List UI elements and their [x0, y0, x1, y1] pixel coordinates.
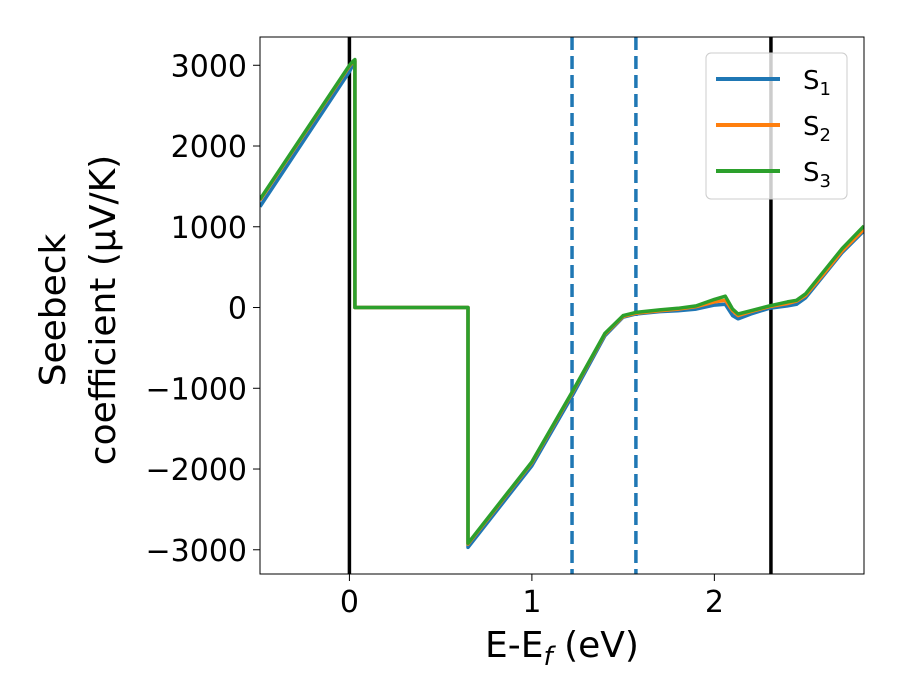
- y-tick-label: 3000: [171, 49, 247, 84]
- legend-label-2: S2: [803, 112, 831, 146]
- y-axis-label-line2: coefficient (μV/K): [83, 155, 124, 465]
- x-tick-label: 1: [522, 585, 541, 620]
- y-tick-label: 2000: [171, 130, 247, 165]
- y-tick-label: −3000: [146, 534, 247, 569]
- y-axis-label: Seebeck coefficient (μV/K): [33, 155, 124, 465]
- legend: S1 S2 S3: [705, 52, 848, 200]
- series-layer: [260, 57, 864, 550]
- legend-label-3: S3: [803, 158, 831, 192]
- y-tick-label: 0: [228, 292, 247, 327]
- series-line-3: [260, 57, 864, 546]
- y-axis-ticks: −3000 −2000 −1000 0 1000 2000 3000: [146, 49, 260, 569]
- x-axis-ticks: 0 1 2: [340, 574, 724, 620]
- y-axis-label-line1: Seebeck: [33, 233, 74, 386]
- x-tick-label: 0: [340, 585, 359, 620]
- x-axis-label: E-Ef (eV): [485, 625, 639, 672]
- plot-frame: [259, 36, 865, 575]
- y-tick-label: −1000: [146, 372, 247, 407]
- y-tick-label: 1000: [171, 211, 247, 246]
- legend-label-1: S1: [803, 66, 831, 100]
- y-tick-label: −2000: [146, 453, 247, 488]
- x-tick-label: 2: [705, 585, 724, 620]
